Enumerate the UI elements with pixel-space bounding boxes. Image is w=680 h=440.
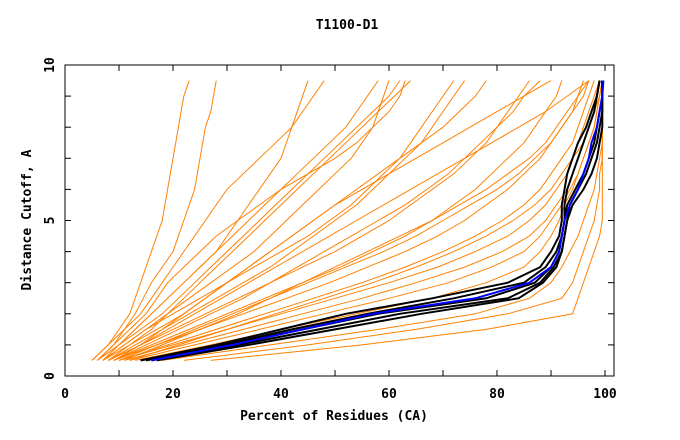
model-curve-5 [107, 80, 530, 361]
model-curve-12 [135, 80, 603, 361]
model-curve-25 [91, 80, 325, 361]
model-curve-8 [118, 80, 595, 361]
model-curve-28 [97, 80, 379, 361]
model-curve-27 [113, 80, 552, 361]
x-tick-label: 80 [489, 387, 505, 402]
top-model-curve-4 [140, 80, 601, 362]
x-tick-label: 0 [61, 387, 69, 402]
model-curve-13 [162, 80, 603, 361]
top-model-curve-2 [151, 80, 604, 362]
model-curve-22 [118, 80, 590, 361]
y-tick-label: 5 [43, 217, 58, 225]
y-axis-label: Distance Cutoff, A [20, 149, 35, 290]
model-curve-1 [97, 80, 217, 361]
model-curve-15 [210, 80, 603, 361]
model-curve-26 [107, 80, 590, 361]
model-curve-9 [118, 80, 601, 361]
highlight-model-curve-0 [151, 80, 605, 362]
model-curve-18 [113, 80, 541, 361]
chart-title: T1100-D1 [316, 18, 379, 33]
top-model-curve-3 [156, 80, 604, 362]
axis-layer: 0 20 40 60 80 100 0 5 10 [43, 57, 617, 402]
model-curve-24 [102, 80, 455, 361]
model-curve-0 [91, 80, 190, 361]
y-tick-label: 10 [43, 57, 58, 73]
x-tick-label: 100 [593, 387, 617, 402]
x-tick-label: 60 [381, 387, 397, 402]
model-curve-4 [107, 80, 466, 361]
model-curve-19 [124, 80, 590, 361]
model-curve-16 [97, 80, 401, 361]
x-tick-label: 40 [273, 387, 289, 402]
series-layer [91, 80, 605, 362]
x-tick-label: 20 [165, 387, 181, 402]
model-curve-21 [107, 80, 411, 361]
top-model-curve-0 [140, 80, 601, 362]
y-tick-label: 0 [43, 372, 58, 380]
x-axis-label: Percent of Residues (CA) [240, 409, 428, 424]
model-curve-20 [97, 80, 406, 361]
